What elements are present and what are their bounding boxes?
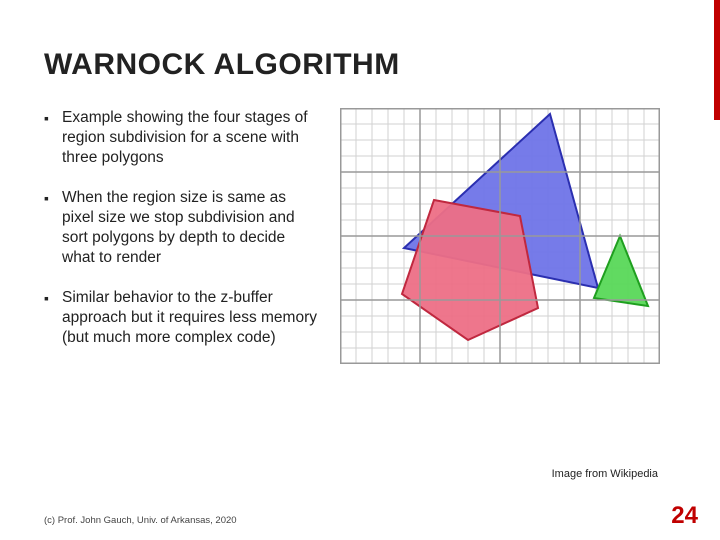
slide: WARNOCK ALGORITHM ▪ Example showing the … — [0, 0, 720, 540]
bullet-text: Example showing the four stages of regio… — [62, 108, 322, 168]
bullet-text: When the region size is same as pixel si… — [62, 188, 322, 268]
page-number: 24 — [671, 502, 698, 530]
bullet-item: ▪ When the region size is same as pixel … — [44, 188, 322, 268]
figure-column: Image from Wikipedia — [340, 108, 676, 368]
content-row: ▪ Example showing the four stages of reg… — [44, 108, 676, 368]
slide-title: WARNOCK ALGORITHM — [44, 48, 676, 82]
bullet-marker-icon: ▪ — [44, 288, 62, 348]
copyright-footer: (c) Prof. John Gauch, Univ. of Arkansas,… — [44, 515, 237, 526]
bullet-marker-icon: ▪ — [44, 108, 62, 168]
figure-caption: Image from Wikipedia — [552, 468, 658, 480]
bullet-item: ▪ Example showing the four stages of reg… — [44, 108, 322, 168]
subdivision-diagram — [340, 108, 660, 364]
accent-bar — [714, 0, 720, 120]
text-column: ▪ Example showing the four stages of reg… — [44, 108, 322, 368]
warnock-figure — [340, 108, 660, 364]
bullet-text: Similar behavior to the z-buffer approac… — [62, 288, 322, 348]
bullet-marker-icon: ▪ — [44, 188, 62, 268]
bullet-item: ▪ Similar behavior to the z-buffer appro… — [44, 288, 322, 348]
